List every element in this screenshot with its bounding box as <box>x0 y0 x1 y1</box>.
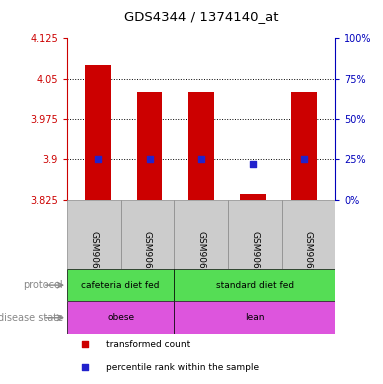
Bar <box>67 301 174 334</box>
Point <box>301 156 307 162</box>
Bar <box>67 200 121 269</box>
Text: GSM906556: GSM906556 <box>143 231 152 286</box>
Text: percentile rank within the sample: percentile rank within the sample <box>106 363 259 372</box>
Text: transformed count: transformed count <box>106 340 190 349</box>
Bar <box>174 269 335 301</box>
Bar <box>291 92 317 200</box>
Bar <box>240 194 265 200</box>
Bar <box>67 269 174 301</box>
Point <box>82 364 88 370</box>
Text: standard diet fed: standard diet fed <box>216 281 294 290</box>
Text: obese: obese <box>107 313 134 322</box>
Point <box>198 156 204 162</box>
Bar <box>174 200 228 269</box>
Bar <box>137 92 162 200</box>
Bar <box>85 65 111 200</box>
Point <box>250 161 256 167</box>
Point <box>95 156 101 162</box>
Point <box>82 341 88 347</box>
Text: GSM906555: GSM906555 <box>89 231 98 286</box>
Bar <box>174 301 335 334</box>
Bar <box>121 200 174 269</box>
Bar <box>282 200 335 269</box>
Bar <box>228 200 282 269</box>
Text: cafeteria diet fed: cafeteria diet fed <box>82 281 160 290</box>
Text: GDS4344 / 1374140_at: GDS4344 / 1374140_at <box>124 10 278 23</box>
Text: GSM906559: GSM906559 <box>304 231 313 286</box>
Text: lean: lean <box>245 313 264 322</box>
Text: disease state: disease state <box>0 313 63 323</box>
Text: GSM906557: GSM906557 <box>196 231 206 286</box>
Text: GSM906558: GSM906558 <box>250 231 259 286</box>
Text: protocol: protocol <box>24 280 63 290</box>
Point <box>146 156 152 162</box>
Bar <box>188 92 214 200</box>
